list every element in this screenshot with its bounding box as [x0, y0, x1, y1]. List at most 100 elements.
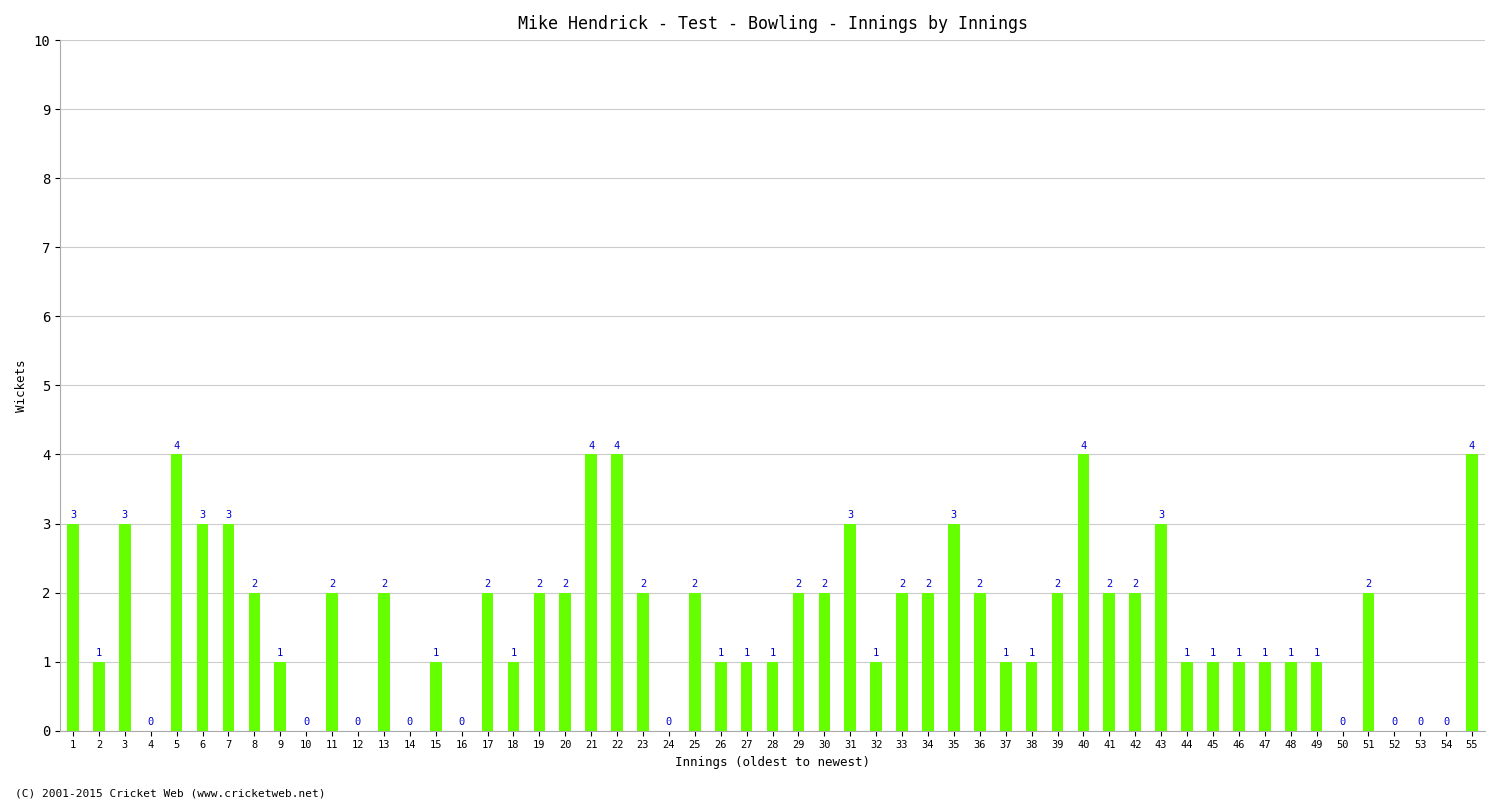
- Text: 1: 1: [717, 648, 724, 658]
- Text: 2: 2: [640, 579, 646, 589]
- Bar: [68, 523, 80, 730]
- Bar: [819, 593, 830, 730]
- X-axis label: Innings (oldest to newest): Innings (oldest to newest): [675, 756, 870, 769]
- Bar: [430, 662, 441, 730]
- Bar: [1258, 662, 1270, 730]
- Text: 4: 4: [588, 441, 594, 451]
- Text: 0: 0: [303, 718, 309, 727]
- Bar: [948, 523, 960, 730]
- Bar: [1130, 593, 1142, 730]
- Bar: [688, 593, 700, 730]
- Y-axis label: Wickets: Wickets: [15, 359, 28, 412]
- Text: 2: 2: [251, 579, 258, 589]
- Text: 2: 2: [692, 579, 698, 589]
- Bar: [974, 593, 986, 730]
- Text: 2: 2: [1106, 579, 1113, 589]
- Text: 2: 2: [898, 579, 904, 589]
- Text: 1: 1: [1210, 648, 1216, 658]
- Bar: [274, 662, 286, 730]
- Text: (C) 2001-2015 Cricket Web (www.cricketweb.net): (C) 2001-2015 Cricket Web (www.cricketwe…: [15, 788, 326, 798]
- Bar: [560, 593, 572, 730]
- Text: 2: 2: [536, 579, 543, 589]
- Text: 4: 4: [1468, 441, 1474, 451]
- Text: 3: 3: [225, 510, 231, 520]
- Bar: [1077, 454, 1089, 730]
- Text: 1: 1: [432, 648, 439, 658]
- Bar: [585, 454, 597, 730]
- Text: 1: 1: [1236, 648, 1242, 658]
- Bar: [378, 593, 390, 730]
- Text: 3: 3: [847, 510, 853, 520]
- Text: 4: 4: [174, 441, 180, 451]
- Text: 2: 2: [1054, 579, 1060, 589]
- Text: 1: 1: [1184, 648, 1190, 658]
- Text: 2: 2: [328, 579, 334, 589]
- Text: 4: 4: [1080, 441, 1086, 451]
- Text: 2: 2: [562, 579, 568, 589]
- Text: 2: 2: [821, 579, 828, 589]
- Text: 2: 2: [1365, 579, 1371, 589]
- Text: 0: 0: [1418, 718, 1424, 727]
- Text: 3: 3: [951, 510, 957, 520]
- Text: 3: 3: [200, 510, 206, 520]
- Bar: [1362, 593, 1374, 730]
- Bar: [1052, 593, 1064, 730]
- Bar: [896, 593, 908, 730]
- Bar: [792, 593, 804, 730]
- Text: 2: 2: [926, 579, 932, 589]
- Text: 1: 1: [1029, 648, 1035, 658]
- Text: 0: 0: [666, 718, 672, 727]
- Bar: [1233, 662, 1245, 730]
- Bar: [1000, 662, 1011, 730]
- Text: 1: 1: [96, 648, 102, 658]
- Text: 0: 0: [1443, 718, 1449, 727]
- Bar: [1311, 662, 1323, 730]
- Text: 3: 3: [70, 510, 76, 520]
- Bar: [1208, 662, 1219, 730]
- Text: 3: 3: [1158, 510, 1164, 520]
- Text: 0: 0: [1340, 718, 1346, 727]
- Bar: [93, 662, 105, 730]
- Bar: [171, 454, 183, 730]
- Text: 1: 1: [510, 648, 516, 658]
- Bar: [844, 523, 856, 730]
- Bar: [249, 593, 259, 730]
- Text: 1: 1: [770, 648, 776, 658]
- Text: 1: 1: [1262, 648, 1268, 658]
- Text: 4: 4: [614, 441, 620, 451]
- Text: 0: 0: [459, 718, 465, 727]
- Bar: [1466, 454, 1478, 730]
- Text: 3: 3: [122, 510, 128, 520]
- Bar: [870, 662, 882, 730]
- Title: Mike Hendrick - Test - Bowling - Innings by Innings: Mike Hendrick - Test - Bowling - Innings…: [518, 15, 1028, 33]
- Bar: [1026, 662, 1038, 730]
- Text: 0: 0: [406, 718, 412, 727]
- Bar: [922, 593, 934, 730]
- Text: 0: 0: [1390, 718, 1398, 727]
- Text: 1: 1: [873, 648, 879, 658]
- Bar: [610, 454, 622, 730]
- Bar: [1180, 662, 1192, 730]
- Text: 2: 2: [381, 579, 387, 589]
- Bar: [482, 593, 494, 730]
- Bar: [1155, 523, 1167, 730]
- Bar: [1104, 593, 1114, 730]
- Bar: [196, 523, 208, 730]
- Bar: [716, 662, 726, 730]
- Bar: [766, 662, 778, 730]
- Text: 1: 1: [278, 648, 284, 658]
- Bar: [534, 593, 544, 730]
- Bar: [638, 593, 650, 730]
- Text: 2: 2: [1132, 579, 1138, 589]
- Bar: [222, 523, 234, 730]
- Bar: [741, 662, 753, 730]
- Text: 1: 1: [1314, 648, 1320, 658]
- Text: 2: 2: [976, 579, 982, 589]
- Text: 1: 1: [744, 648, 750, 658]
- Text: 0: 0: [356, 718, 362, 727]
- Bar: [326, 593, 338, 730]
- Text: 0: 0: [147, 718, 154, 727]
- Bar: [507, 662, 519, 730]
- Text: 1: 1: [1287, 648, 1294, 658]
- Text: 2: 2: [484, 579, 490, 589]
